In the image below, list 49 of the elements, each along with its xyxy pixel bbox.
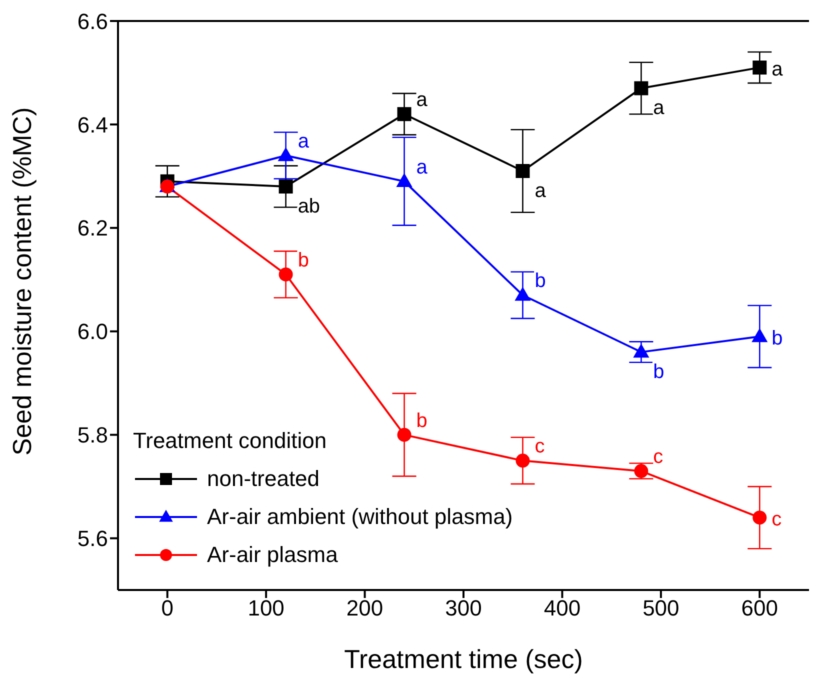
data-label: a	[653, 97, 666, 120]
legend-label: Ar-air ambient (without plasma)	[207, 503, 513, 531]
data-label: b	[772, 328, 783, 350]
data-label: b	[298, 249, 309, 272]
data-label: a	[772, 58, 784, 81]
y-tick-label: 5.6	[77, 526, 108, 552]
data-label: a	[416, 156, 428, 178]
data-label: c	[772, 508, 782, 531]
y-axis-title: Seed moisture content (%MC)	[7, 107, 38, 456]
point	[634, 81, 648, 96]
point	[634, 464, 648, 478]
y-tick-label: 6.4	[77, 112, 108, 138]
legend-label: non-treated	[207, 465, 320, 493]
data-label: ab	[298, 196, 320, 218]
x-tick-label: 200	[346, 596, 384, 621]
point	[396, 172, 412, 187]
data-label: b	[416, 410, 428, 432]
point	[752, 60, 767, 75]
point	[397, 107, 412, 122]
y-tick-label: 6.6	[77, 8, 108, 34]
y-tick-label: 6.2	[77, 216, 108, 241]
x-tick-label: 300	[445, 596, 482, 621]
point	[278, 147, 294, 162]
data-label: a	[416, 89, 428, 112]
y-tick-label: 6.0	[77, 319, 108, 344]
y-tick-label: 5.8	[77, 422, 108, 448]
data-label: c	[653, 446, 664, 468]
point	[516, 164, 530, 178]
point	[278, 180, 293, 194]
data-label: b	[534, 270, 546, 292]
point	[752, 510, 767, 525]
x-tick-label: 0	[161, 596, 174, 621]
x-axis-title: Treatment time (sec)	[344, 644, 583, 674]
data-label: c	[534, 436, 545, 458]
point	[278, 267, 293, 282]
x-tick-label: 500	[642, 596, 680, 621]
x-tick-label: 400	[544, 596, 581, 621]
point	[514, 286, 531, 301]
point	[752, 328, 768, 342]
data-label: a	[298, 130, 310, 152]
legend-title: Treatment condition	[133, 428, 327, 453]
data-label: a	[534, 180, 547, 202]
point	[397, 428, 412, 442]
x-tick-label: 100	[248, 596, 284, 621]
point	[633, 344, 650, 358]
point	[516, 454, 530, 468]
x-tick-label: 600	[741, 596, 778, 621]
legend-label: Ar-air plasma	[207, 541, 338, 569]
data-label: b	[653, 361, 664, 384]
